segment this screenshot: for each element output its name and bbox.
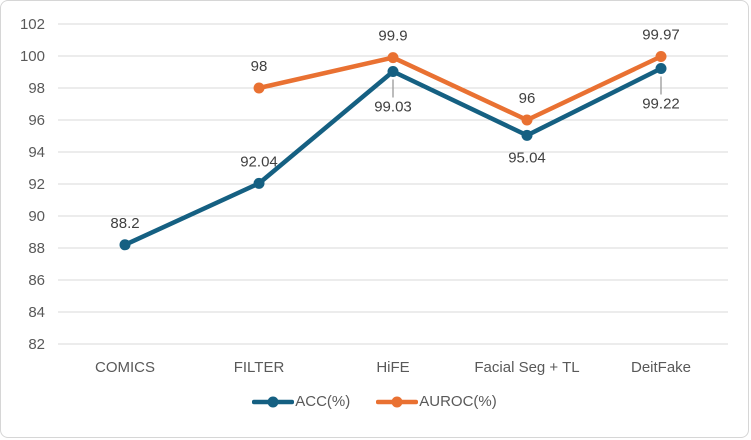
data-point <box>253 177 265 189</box>
data-label: 99.03 <box>374 99 412 116</box>
data-label: 99.9 <box>378 28 407 45</box>
data-point <box>521 114 533 126</box>
y-tick-label: 88 <box>28 240 45 257</box>
data-label: 96 <box>519 90 536 107</box>
y-tick-label: 90 <box>28 208 45 225</box>
y-tick-label: 100 <box>20 48 45 65</box>
x-category-label: Facial Seg + TL <box>474 359 579 376</box>
x-category-label: DeitFake <box>631 359 691 376</box>
y-tick-label: 82 <box>28 336 45 353</box>
data-point <box>387 66 399 78</box>
y-tick-label: 92 <box>28 176 45 193</box>
x-category-label: FILTER <box>234 359 285 376</box>
legend-label: AUROC(%) <box>419 393 497 410</box>
data-point <box>387 52 399 64</box>
data-label: 99.97 <box>642 26 680 43</box>
chart-legend: ACC(%) AUROC(%) <box>1 393 748 410</box>
data-point <box>119 239 131 251</box>
x-category-label: COMICS <box>95 359 155 376</box>
data-label: 99.22 <box>642 95 680 112</box>
legend-item-1: AUROC(%) <box>376 393 497 410</box>
x-category-label: HiFE <box>376 359 409 376</box>
legend-item-0: ACC(%) <box>252 393 350 410</box>
data-point <box>655 62 667 74</box>
data-point <box>521 129 533 141</box>
y-tick-label: 84 <box>28 304 45 321</box>
data-label: 98 <box>251 58 268 75</box>
y-tick-label: 96 <box>28 112 45 129</box>
legend-line-marker-icon <box>252 396 295 407</box>
data-label: 95.04 <box>508 149 546 166</box>
y-tick-label: 86 <box>28 272 45 289</box>
y-tick-label: 94 <box>28 144 45 161</box>
data-label: 88.2 <box>110 215 139 232</box>
y-tick-label: 98 <box>28 80 45 97</box>
series-line-1 <box>256 54 664 123</box>
data-point <box>253 82 265 94</box>
y-tick-label: 102 <box>20 16 45 33</box>
legend-line-marker-icon <box>376 396 419 407</box>
legend-label: ACC(%) <box>295 393 351 410</box>
data-label: 92.04 <box>240 153 278 170</box>
data-point <box>655 50 667 62</box>
